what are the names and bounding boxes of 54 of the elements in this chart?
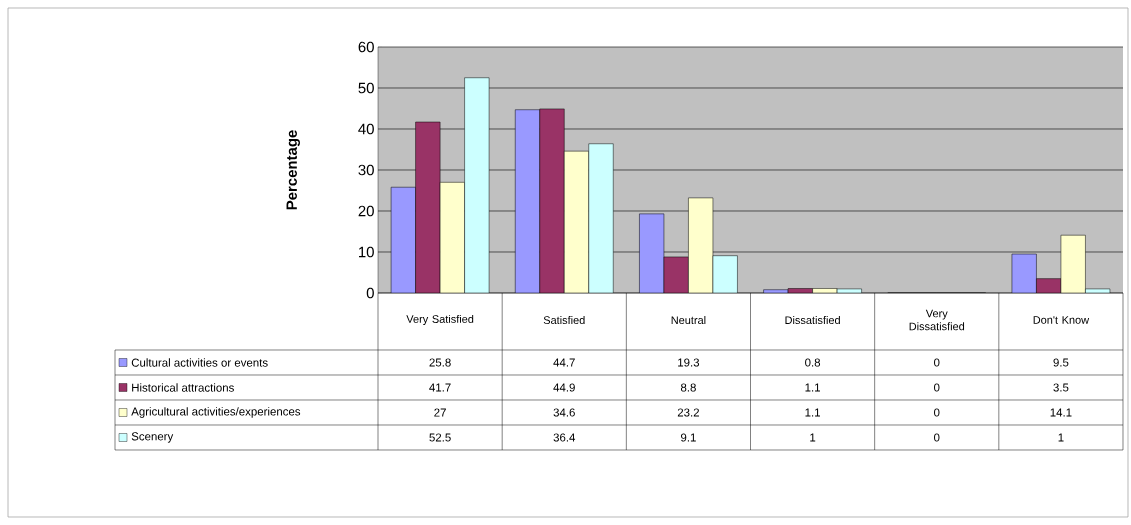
legend-label: Historical attractions	[132, 383, 234, 392]
x-tick-label: Neutral	[671, 315, 706, 325]
data-label: 9.1	[680, 433, 696, 442]
data-label: 1.1	[805, 383, 820, 392]
data-label: 36.4	[553, 433, 576, 442]
bar	[415, 121, 441, 293]
y-tick-label: 20	[358, 205, 374, 217]
data-label: 1	[810, 433, 816, 442]
legend-label: Cultural activities or events	[131, 358, 268, 367]
bar	[539, 108, 565, 293]
data-label: 27	[434, 408, 446, 417]
bar	[639, 213, 665, 293]
x-tick-label: Satisfied	[543, 315, 585, 325]
data-label: 0	[934, 408, 940, 417]
bar	[1060, 234, 1086, 293]
data-label: 1	[1058, 433, 1064, 442]
y-tick-label: 0	[366, 287, 374, 299]
x-tick-label: Very Satisfied	[406, 314, 474, 326]
bar	[439, 182, 465, 293]
data-label: 52.5	[429, 433, 451, 442]
data-label: 25.8	[429, 358, 451, 367]
legend-label: Scenery	[131, 432, 174, 443]
bar	[688, 197, 714, 293]
data-label: 0	[934, 433, 940, 442]
bar	[515, 109, 541, 293]
data-label: 0	[934, 358, 940, 367]
bar	[588, 143, 614, 293]
y-tick-label: 10	[359, 246, 374, 258]
x-tick-label: Don't Know	[1033, 316, 1090, 324]
data-label: 0	[934, 383, 940, 392]
data-label: 44.9	[553, 383, 575, 392]
x-tick-label: Dissatisfied	[785, 315, 840, 325]
bar	[390, 186, 416, 293]
data-label: 0.8	[805, 358, 821, 367]
bar	[564, 150, 590, 293]
bar	[464, 77, 490, 293]
y-tick-label: 50	[358, 82, 374, 94]
x-tick-label: Very Dissatisfied	[909, 309, 965, 331]
data-label: 23.2	[677, 408, 699, 417]
data-label: 14.1	[1050, 408, 1072, 417]
data-label: 9.5	[1053, 358, 1069, 367]
data-label: 34.6	[553, 408, 575, 417]
y-tick-label: 40	[358, 123, 374, 135]
bar	[712, 255, 738, 293]
y-axis-title: Percentage	[286, 130, 300, 210]
legend-label: Agricultural activities/experiences	[131, 407, 301, 418]
data-label: 44.7	[553, 358, 575, 367]
data-label: 1.1	[805, 408, 820, 417]
data-label: 3.5	[1053, 383, 1069, 392]
data-label: 8.8	[680, 383, 696, 392]
data-label: 19.3	[678, 358, 700, 367]
y-tick-label: 30	[358, 164, 374, 176]
data-label: 41.7	[429, 383, 451, 392]
y-tick-label: 60	[358, 41, 374, 53]
